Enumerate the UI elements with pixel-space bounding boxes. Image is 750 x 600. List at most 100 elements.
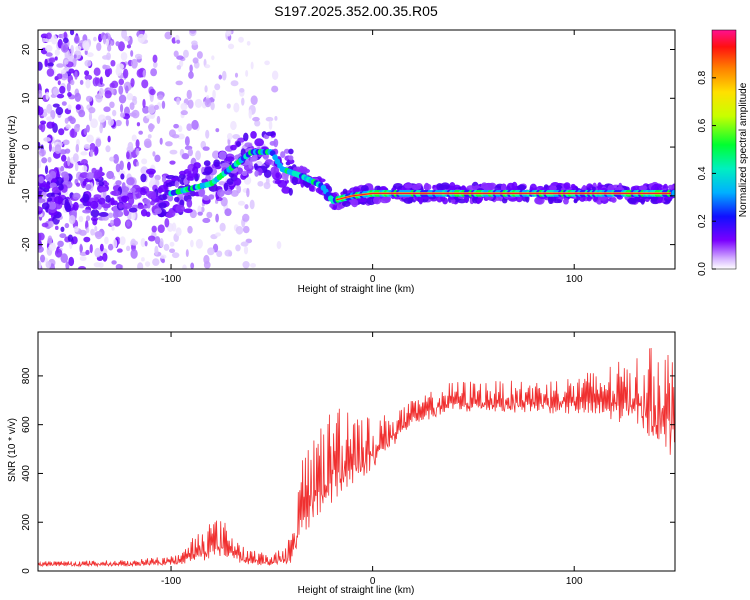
spectrogram-blob xyxy=(76,182,81,187)
colorbar-tick-label: 0.6 xyxy=(697,118,708,132)
spectrogram-blob xyxy=(48,142,52,152)
spectrogram-blob xyxy=(67,92,72,97)
spectrogram-blob xyxy=(190,262,195,269)
spectrogram-blob xyxy=(176,55,184,60)
spectrogram-blob xyxy=(202,217,211,224)
spectrogram-blob xyxy=(137,204,144,209)
spectrogram-blob xyxy=(130,50,134,57)
colorbar-tick-label: 0.8 xyxy=(697,70,708,84)
spectrogram-blob xyxy=(126,220,131,227)
spectrogram-blob xyxy=(224,156,235,162)
spectrogram-blob xyxy=(265,177,270,185)
y-tick-label: -10 xyxy=(21,188,32,203)
spectrogram-blob xyxy=(146,114,154,119)
spectrogram-blob xyxy=(47,62,54,67)
spectrogram-blob xyxy=(152,258,160,266)
spectrogram-blob xyxy=(214,232,221,237)
spectrogram-blob xyxy=(183,49,189,58)
spectrogram-blob xyxy=(174,180,180,188)
spectrogram-blob xyxy=(165,212,173,219)
spectrogram-blob xyxy=(373,196,382,205)
spectrogram-blob xyxy=(177,133,185,140)
spectrogram-blob xyxy=(130,211,136,220)
snr-panel: -100 0 100 0 200 400 600 800 Height of straigh… xyxy=(7,331,676,596)
y-tick-label: 400 xyxy=(21,465,32,482)
spectrogram-blob xyxy=(215,213,219,223)
spectrogram-blob xyxy=(38,83,42,92)
spectrogram-blob xyxy=(181,152,190,160)
spectrogram-blob xyxy=(72,153,79,163)
spectrogram-blob xyxy=(50,178,57,183)
spectrogram-blob xyxy=(667,184,675,190)
spectrogram-blob xyxy=(249,199,255,210)
spectrogram-blob xyxy=(82,40,90,50)
spectrogram-blob xyxy=(198,188,206,198)
spectrogram-blob xyxy=(476,197,483,204)
spectrogram-blob xyxy=(45,44,53,53)
spectrogram-blob xyxy=(41,202,50,210)
spectrogram-blob xyxy=(152,61,158,68)
spectrogram-blob xyxy=(40,254,46,263)
spectrogram-blob xyxy=(115,163,121,173)
spectrogram-blob xyxy=(94,169,103,178)
spectrogram-blob xyxy=(38,198,46,203)
y-tick-label: 20 xyxy=(21,44,32,56)
spectrogram-blob xyxy=(85,78,91,89)
spectrogram-blob xyxy=(276,241,282,250)
spectrogram-blob xyxy=(269,140,276,146)
spectrogram-blob xyxy=(39,120,47,125)
spectrogram-blob xyxy=(250,156,257,162)
spectrogram-blob xyxy=(46,116,53,121)
spectrogram-blob xyxy=(117,41,125,52)
spectrogram-blob xyxy=(38,260,42,269)
spectrogram-blob xyxy=(92,218,98,226)
spectrogram-blob xyxy=(121,195,130,202)
spectrogram-blob xyxy=(115,41,120,47)
spectrogram-blob xyxy=(159,238,164,248)
spectrogram-blob xyxy=(221,70,227,81)
spectrogram-blob xyxy=(218,74,223,80)
spectrogram-blob xyxy=(171,177,179,182)
spectrogram-blob xyxy=(48,220,54,228)
spectrogram-blob xyxy=(254,120,261,127)
spectrogram-blob xyxy=(147,104,156,114)
spectrogram-blob xyxy=(186,89,192,100)
snr-x-axis-label: Height of straight line (km) xyxy=(298,585,415,596)
snr-series-line xyxy=(38,347,675,568)
spectrogram-blob xyxy=(464,195,469,203)
spectrogram-blob xyxy=(246,40,251,46)
spectrogram-blob xyxy=(180,110,188,116)
spectrogram-blob xyxy=(38,124,43,130)
spectrogram-blob xyxy=(237,200,246,206)
spectrogram-blob xyxy=(158,185,168,192)
spectrogram-blob xyxy=(110,59,116,67)
spectrogram-blob xyxy=(104,90,112,99)
spectrogram-blob xyxy=(257,180,264,187)
spectrogram-blob xyxy=(176,97,181,106)
spectrogram-blob xyxy=(205,129,210,139)
spectrogram-blob xyxy=(51,121,55,128)
spectrogram-blob xyxy=(60,165,65,172)
spectrogram-blob xyxy=(280,151,286,159)
spectrogram-blob xyxy=(141,79,149,89)
spectrogram-blob xyxy=(145,168,156,175)
spectrogram-blob xyxy=(141,257,145,262)
spectrogram-blob xyxy=(144,141,152,149)
ridge-core xyxy=(671,189,675,197)
spectrogram-blob xyxy=(78,203,85,209)
spectrogram-blob xyxy=(283,148,290,154)
spectrogram-blob xyxy=(187,148,193,157)
spectrogram-blob xyxy=(59,233,67,239)
spectrogram-blob xyxy=(60,42,69,53)
spectrogram-blob xyxy=(38,141,41,150)
spectrogram-blob xyxy=(189,64,193,73)
spectrogram-blob xyxy=(83,128,88,136)
spectrogram-blob xyxy=(159,137,163,145)
spectrogram-blob xyxy=(45,32,52,40)
spectrogram-blob xyxy=(111,80,119,89)
x-tick-label: 100 xyxy=(566,576,583,587)
spectrogram-blob xyxy=(126,151,130,160)
spectrogram-blob xyxy=(169,241,175,247)
spectrogram-blob xyxy=(164,217,170,228)
spectrogram-blob xyxy=(161,100,166,109)
